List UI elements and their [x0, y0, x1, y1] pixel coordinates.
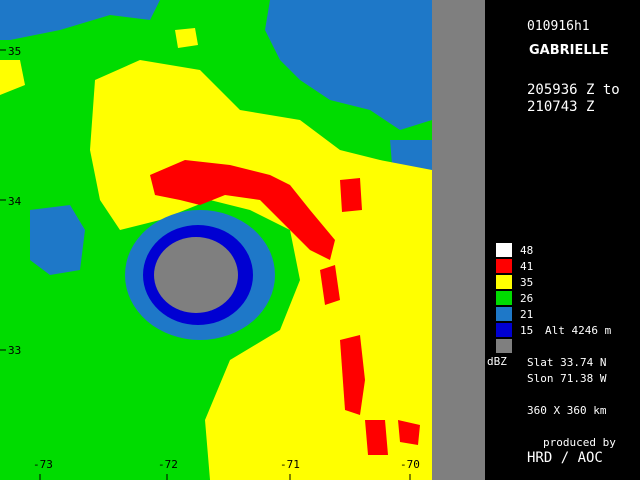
reflectivity-41-northeast — [340, 178, 362, 212]
info-panel — [485, 0, 640, 480]
longitude-label-71: -71 — [280, 458, 300, 471]
legend-label-21: 21 — [520, 308, 534, 321]
legend-swatch-26 — [496, 291, 512, 305]
storm-latitude: Slat 33.74 N — [527, 356, 607, 369]
time-range-end: 210743 Z — [527, 99, 595, 115]
domain-size: 360 X 360 km — [527, 404, 607, 417]
reflectivity-41-east — [320, 265, 340, 305]
legend-swatch-35 — [496, 275, 512, 289]
no-data-strip — [432, 0, 485, 480]
legend-label-15: 15 — [520, 324, 534, 337]
longitude-label-70: -70 — [400, 458, 420, 471]
reflectivity-21-northwest — [0, 0, 160, 40]
longitude-label-72: -72 — [158, 458, 178, 471]
reflectivity-41-spiral-b — [365, 420, 388, 455]
legend-label-48: 48 — [520, 244, 534, 257]
legend-label-41: 41 — [520, 260, 534, 273]
storm-longitude: Slon 71.38 W — [527, 372, 607, 385]
latitude-label-34: 34 — [8, 195, 22, 208]
reflectivity-35-northwest — [175, 28, 198, 48]
credit-produced-by: produced by — [543, 436, 616, 449]
legend-label-35: 35 — [520, 276, 534, 289]
reflectivity-41-southeast — [398, 420, 420, 445]
credit-organization: HRD / AOC — [527, 450, 603, 466]
legend-swatch-15 — [496, 323, 512, 337]
flight-id: 010916h1 — [527, 19, 590, 34]
reflectivity-41-band — [150, 160, 335, 260]
legend-label-26: 26 — [520, 292, 534, 305]
legend-swatch-no-echo — [496, 339, 512, 353]
map-graticule — [0, 49, 411, 480]
reflectivity-21-north — [265, 0, 432, 130]
time-range-start: 205936 Z to — [527, 82, 620, 98]
latitude-label-33: 33 — [8, 344, 22, 357]
radar-reflectivity-map — [0, 0, 432, 480]
legend-swatch-41 — [496, 259, 512, 273]
reflectivity-41-spiral-a — [340, 335, 365, 415]
altitude-readout: Alt 4246 m — [545, 324, 612, 337]
longitude-label-73: -73 — [33, 458, 53, 471]
eye-no-echo — [154, 237, 238, 313]
storm-name: GABRIELLE — [529, 43, 609, 58]
legend-unit: dBZ — [487, 355, 507, 368]
reflectivity-35-west — [0, 60, 25, 95]
legend-swatch-48 — [496, 243, 512, 257]
legend-swatch-21 — [496, 307, 512, 321]
latitude-label-35: 35 — [8, 45, 22, 58]
reflectivity-21-west — [30, 205, 85, 275]
